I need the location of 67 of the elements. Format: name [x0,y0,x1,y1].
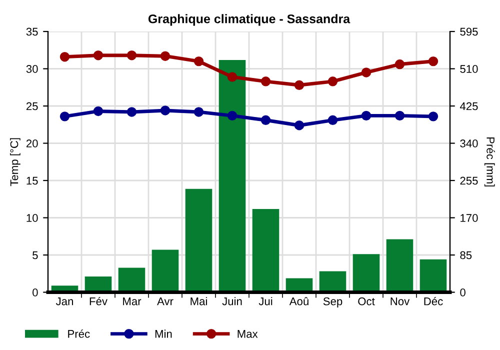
y2-tick-label: 595 [460,28,478,36]
point [428,56,438,66]
x-tick-label: Mar [123,298,142,306]
y-tick-label: 15 [26,176,38,185]
x-tick-label: Juin [222,297,242,306]
point [294,120,304,130]
y2-tick-label: 340 [460,140,478,148]
point [361,68,372,78]
point [160,51,170,61]
y2-tick-label: 170 [460,214,478,222]
point [60,52,70,62]
bar [386,239,414,292]
point [394,59,405,70]
x-tick-label: Oct [358,297,375,306]
point [294,80,304,90]
y-tick-label: 0 [32,288,38,296]
bar [319,271,346,292]
y2-axis-title: Préc [mm] [484,137,495,186]
y-axis-title: Temp [°C] [10,138,20,186]
legend-label: Préc [68,330,90,338]
point [194,107,204,117]
point [260,115,271,126]
point [126,107,137,117]
point [126,50,137,60]
point [160,106,170,116]
bar [252,208,280,292]
point [260,76,271,86]
bar [420,259,447,292]
point [93,106,104,116]
point [394,110,405,121]
x-tick-label: Jan [56,298,73,306]
x-tick-label: Avr [157,298,174,306]
y-tick-label: 5 [32,251,38,260]
y2-tick-label: 425 [460,102,478,110]
point [361,110,372,121]
legend-label: Min [155,330,172,338]
y-tick-label: 30 [26,65,38,73]
point [93,50,104,60]
point [328,115,338,126]
y-tick-label: 20 [26,140,38,148]
y2-tick-label: 255 [460,176,478,185]
x-tick-label: Aoû [289,297,308,306]
x-tick-label: Fév [90,296,108,306]
point [428,112,438,122]
point [227,72,238,82]
y2-tick-label: 85 [460,251,472,260]
point [328,76,338,86]
point [60,112,70,122]
y-tick-label: 25 [26,102,38,110]
point [194,56,204,66]
x-tick-label: Sep [323,297,342,308]
x-tick-label: Déc [424,296,443,306]
bar [152,250,179,292]
x-tick-label: Jui [258,297,272,306]
chart-title: Graphique climatique - Sassandra [148,14,350,26]
bar [185,188,212,292]
bar [118,268,146,292]
y-tick-label: 35 [26,28,38,36]
x-tick-label: Nov [390,298,410,306]
legend-label: Max [238,330,258,338]
bar [352,254,380,292]
x-tick-label: Mai [190,297,207,306]
y-tick-label: 10 [26,214,38,222]
y2-tick-label: 0 [460,288,466,296]
point [227,110,238,121]
bar [218,60,246,292]
y2-tick-label: 510 [460,65,478,73]
